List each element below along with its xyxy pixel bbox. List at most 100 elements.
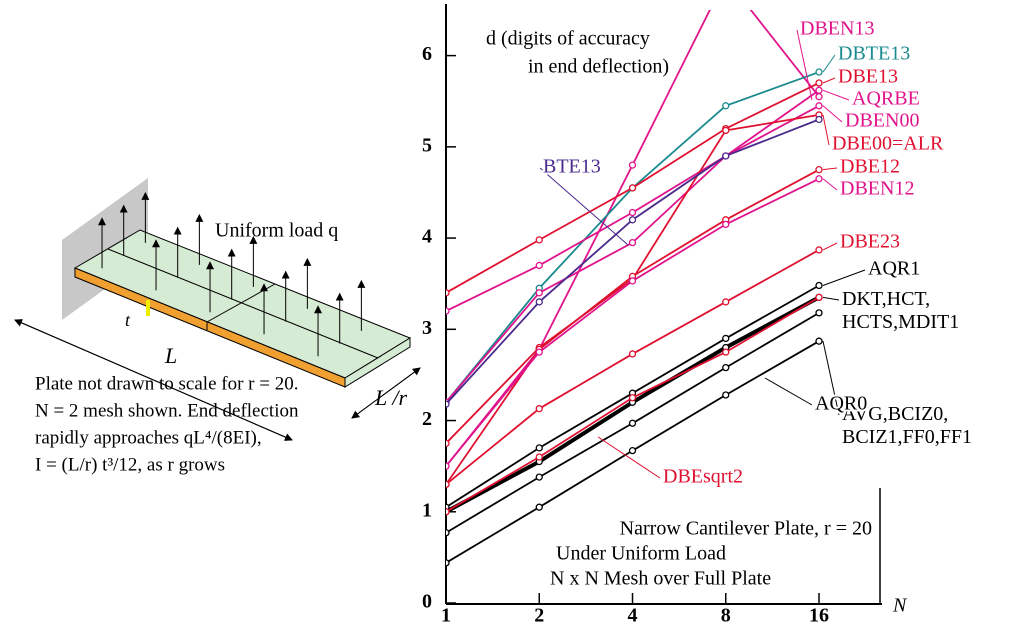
data-point xyxy=(536,349,542,355)
data-point xyxy=(536,454,542,460)
x-tick-label: 2 xyxy=(534,605,544,627)
leader-line xyxy=(823,270,865,286)
data-point xyxy=(723,221,729,227)
note: Under Uniform Load xyxy=(556,543,726,565)
series-label: DBTE13 xyxy=(838,43,910,65)
data-point xyxy=(443,401,449,407)
leader-line xyxy=(823,297,839,300)
series-label: DBE23 xyxy=(840,231,900,253)
data-point xyxy=(816,167,822,173)
y-tick-label: 0 xyxy=(422,591,432,613)
data-point xyxy=(816,94,822,100)
y-tick-label: 2 xyxy=(422,408,432,430)
leader-line xyxy=(823,115,829,145)
leader-line xyxy=(823,168,837,170)
data-point xyxy=(816,338,822,344)
leader-line xyxy=(823,78,835,83)
data-point xyxy=(443,509,449,515)
data-point xyxy=(630,210,636,216)
series-line xyxy=(446,106,819,403)
data-point xyxy=(536,406,542,412)
data-point xyxy=(723,127,729,133)
leader-line xyxy=(823,243,837,250)
series-label: AQRBE xyxy=(852,88,920,110)
leader-line xyxy=(823,55,835,72)
data-point xyxy=(630,162,636,168)
data-point xyxy=(536,237,542,243)
series-label: DBE12 xyxy=(840,156,900,178)
series-label: DBE00=ALR xyxy=(832,133,944,155)
plot-area xyxy=(443,0,822,566)
caption: Plate not drawn to scale for r = 20. xyxy=(35,373,298,394)
note: Narrow Cantilever Plate, r = 20 xyxy=(620,518,872,540)
data-point xyxy=(536,299,542,305)
data-point xyxy=(723,103,729,109)
x-tick-label: 1 xyxy=(441,605,451,627)
data-point xyxy=(536,504,542,510)
data-point xyxy=(723,392,729,398)
y-tick-label: 6 xyxy=(422,43,432,65)
caption: N = 2 mesh shown. End deflection xyxy=(35,400,299,421)
data-point xyxy=(816,283,822,289)
leader-line xyxy=(823,90,849,100)
data-point xyxy=(443,308,449,314)
series-label: AQR0 xyxy=(815,393,867,415)
y-tick-label: 3 xyxy=(422,317,432,339)
data-point xyxy=(816,176,822,182)
data-point xyxy=(816,80,822,86)
data-point xyxy=(536,445,542,451)
data-point xyxy=(536,262,542,268)
series-label: DBEN13 xyxy=(800,18,874,40)
data-point xyxy=(630,448,636,454)
y-tick-label: 5 xyxy=(422,134,432,156)
x-tick-label: 4 xyxy=(628,605,638,627)
data-point xyxy=(630,185,636,191)
data-point xyxy=(536,474,542,480)
chart: d (digits of accuracy in end deflection)… xyxy=(422,0,972,627)
data-point xyxy=(816,247,822,253)
data-point xyxy=(630,395,636,401)
series-label: DBEsqrt2 xyxy=(663,466,743,488)
data-point xyxy=(443,440,449,446)
series-label: DBEN12 xyxy=(840,178,914,200)
series-label: DKT,HCT,HCTS,MDIT1 xyxy=(842,288,959,333)
x-axis-label: N xyxy=(892,595,908,617)
data-point xyxy=(443,290,449,296)
x-tick-label: 8 xyxy=(721,605,731,627)
data-point xyxy=(536,290,542,296)
data-point xyxy=(630,240,636,246)
data-point xyxy=(443,560,449,566)
data-point xyxy=(723,335,729,341)
data-point xyxy=(443,530,449,536)
plate-top xyxy=(75,230,410,378)
plate-diagram: Uniform load q t L L /r Plate not drawn … xyxy=(15,178,420,475)
y-axis-label: d (digits of accuracy xyxy=(486,28,650,50)
data-point xyxy=(816,310,822,316)
data-point xyxy=(816,87,822,93)
data-point xyxy=(816,69,822,75)
series-label: DBEN00 xyxy=(845,110,919,132)
series-label: BTE13 xyxy=(543,156,601,178)
leader-line xyxy=(823,179,837,190)
data-point xyxy=(443,463,449,469)
data-point xyxy=(630,420,636,426)
data-point xyxy=(723,365,729,371)
data-point xyxy=(630,351,636,357)
width-label: L /r xyxy=(374,385,407,410)
load-label: Uniform load q xyxy=(215,220,338,242)
series-label: DBE13 xyxy=(838,66,898,88)
series-label: AQR1 xyxy=(868,258,920,280)
y-tick-label: 4 xyxy=(422,226,432,248)
data-point xyxy=(723,349,729,355)
thickness-label: t xyxy=(125,310,131,330)
caption: rapidly approaches qL⁴/(8EI), xyxy=(35,427,262,448)
page: Uniform load q t L L /r Plate not drawn … xyxy=(0,0,1036,628)
data-point xyxy=(723,299,729,305)
data-point xyxy=(630,278,636,284)
leader-line xyxy=(598,437,660,478)
length-label: L xyxy=(164,343,177,368)
data-point xyxy=(630,217,636,223)
leader-line xyxy=(765,378,812,405)
data-point xyxy=(816,103,822,109)
data-point xyxy=(723,153,729,159)
